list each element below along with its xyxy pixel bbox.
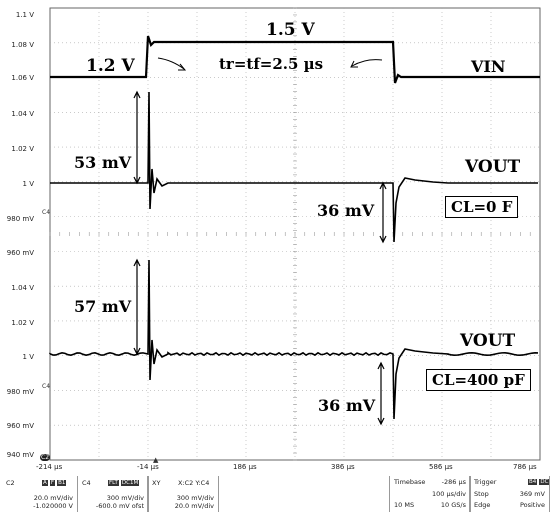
- lower-overshoot-label: 57 mV: [74, 297, 132, 316]
- waveform-plot: [49, 7, 541, 461]
- y-label: 1 V: [22, 180, 34, 188]
- xy-source: X:C2 Y:C4: [178, 479, 210, 487]
- rise-fall-label: tr=tf=2.5 µs: [219, 55, 324, 73]
- annotation-arrows: [133, 57, 387, 426]
- vin-high-label: 1.5 V: [266, 20, 315, 40]
- c4-readout[interactable]: C4 FLT DC1M 300 mV/div -600.0 mV ofst: [77, 476, 149, 512]
- c4-marker-lower: C4: [42, 383, 51, 390]
- c2-offset: -1.020000 V: [33, 502, 73, 510]
- timebase-value: -286 µs: [441, 478, 466, 486]
- c4-flag: FLT: [108, 480, 119, 486]
- cl-lower-box: CL=400 pF: [426, 369, 531, 391]
- upper-overshoot-arrow-tail: [133, 176, 141, 185]
- y-label: 1.06 V: [11, 74, 34, 82]
- upper-overshoot-arrow-head: [133, 90, 141, 99]
- vout-label-lower: VOUT: [460, 331, 516, 351]
- readout-bar: C2 A F B1 20.0 mV/div -1.020000 V C4 FLT…: [0, 476, 550, 525]
- trigger-tag: DC: [539, 479, 550, 485]
- lower-overshoot-arrow-tail: [133, 347, 141, 356]
- c2-name: C2: [6, 479, 15, 487]
- x-label: -14 µs: [137, 463, 159, 471]
- trigger-tag: B4: [528, 479, 538, 485]
- c2-marker: C2: [40, 454, 51, 461]
- c4-scale: 300 mV/div: [106, 494, 144, 502]
- lower-overshoot-arrow-head: [133, 258, 141, 267]
- upper-undershoot-arrow-head: [379, 181, 387, 190]
- xy-scale-2: 20.0 mV/div: [174, 502, 214, 510]
- vout-trace-cl0: [50, 91, 538, 243]
- timebase-per-div: 100 µs/div: [432, 490, 466, 498]
- y-label: 940 mV: [6, 451, 34, 459]
- y-label: 1.02 V: [11, 319, 34, 327]
- vin-trace: [50, 35, 540, 84]
- waveform-traces: [49, 35, 540, 420]
- trigger-readout[interactable]: Trigger B4 DC Stop 369 mV Edge Positive: [469, 476, 550, 512]
- c2-flag: A: [42, 480, 48, 486]
- cl-upper-box: CL=0 F: [445, 196, 519, 218]
- trigger-type: Edge: [474, 501, 491, 509]
- timebase-readout[interactable]: Timebase -286 µs 100 µs/div 10 MS 10 GS/…: [389, 476, 471, 512]
- rise-curve-arrow: [157, 57, 185, 70]
- vin-label: VIN: [471, 57, 506, 76]
- x-label: 586 µs: [429, 463, 453, 471]
- xy-name: XY: [152, 479, 161, 487]
- y-label: 1.02 V: [11, 145, 34, 153]
- trigger-label: Trigger: [474, 478, 497, 486]
- c2-flag: F: [49, 480, 56, 486]
- x-label: 386 µs: [331, 463, 355, 471]
- lower-undershoot-label: 36 mV: [318, 396, 376, 415]
- trigger-mode: Stop: [474, 490, 489, 498]
- upper-undershoot-arrow-tail: [379, 235, 387, 244]
- lower-undershoot-arrow-head: [377, 361, 385, 370]
- c2-flag: B1: [57, 480, 67, 486]
- trigger-level: 369 mV: [519, 490, 545, 498]
- y-label: 960 mV: [6, 249, 34, 257]
- lower-undershoot-arrow-tail: [377, 417, 385, 426]
- y-label: 1 V: [22, 353, 34, 361]
- x-label: -214 µs: [36, 463, 63, 471]
- x-label: 786 µs: [513, 463, 537, 471]
- y-label: 1.1 V: [15, 11, 34, 19]
- c4-offset: -600.0 mV ofst: [95, 502, 144, 510]
- c4-name: C4: [82, 479, 91, 487]
- timebase-mode: 10 MS: [394, 501, 415, 509]
- x-label: 186 µs: [233, 463, 257, 471]
- y-label: 980 mV: [6, 215, 34, 223]
- fall-curve-arrow-head: [350, 60, 358, 68]
- trigger-slope: Positive: [519, 501, 545, 509]
- rise-curve-arrow-head: [178, 63, 187, 71]
- y-label: 1.04 V: [11, 284, 34, 292]
- xy-scale-1: 300 mV/div: [176, 494, 214, 502]
- y-label: 1.04 V: [11, 110, 34, 118]
- trigger-arrow-icon: ▲: [153, 456, 159, 464]
- xy-readout[interactable]: XY X:C2 Y:C4 300 mV/div 20.0 mV/div: [147, 476, 219, 512]
- fall-curve-arrow: [351, 59, 383, 67]
- vout-trace-cl400: [49, 259, 539, 420]
- c4-marker-upper: C4: [42, 209, 51, 216]
- vout-label-upper: VOUT: [465, 157, 521, 177]
- timebase-label: Timebase: [394, 478, 426, 486]
- y-label: 980 mV: [6, 388, 34, 396]
- timebase-rate: 10 GS/s: [440, 501, 466, 509]
- c2-scale: 20.0 mV/div: [33, 494, 73, 502]
- y-label: 1.08 V: [11, 41, 34, 49]
- vin-low-label: 1.2 V: [86, 56, 135, 76]
- c4-flag: DC1M: [120, 480, 140, 486]
- c2-readout[interactable]: C2 A F B1 20.0 mV/div -1.020000 V: [2, 476, 78, 512]
- y-label: 960 mV: [6, 422, 34, 430]
- upper-undershoot-label: 36 mV: [317, 201, 375, 220]
- upper-overshoot-label: 53 mV: [74, 153, 132, 172]
